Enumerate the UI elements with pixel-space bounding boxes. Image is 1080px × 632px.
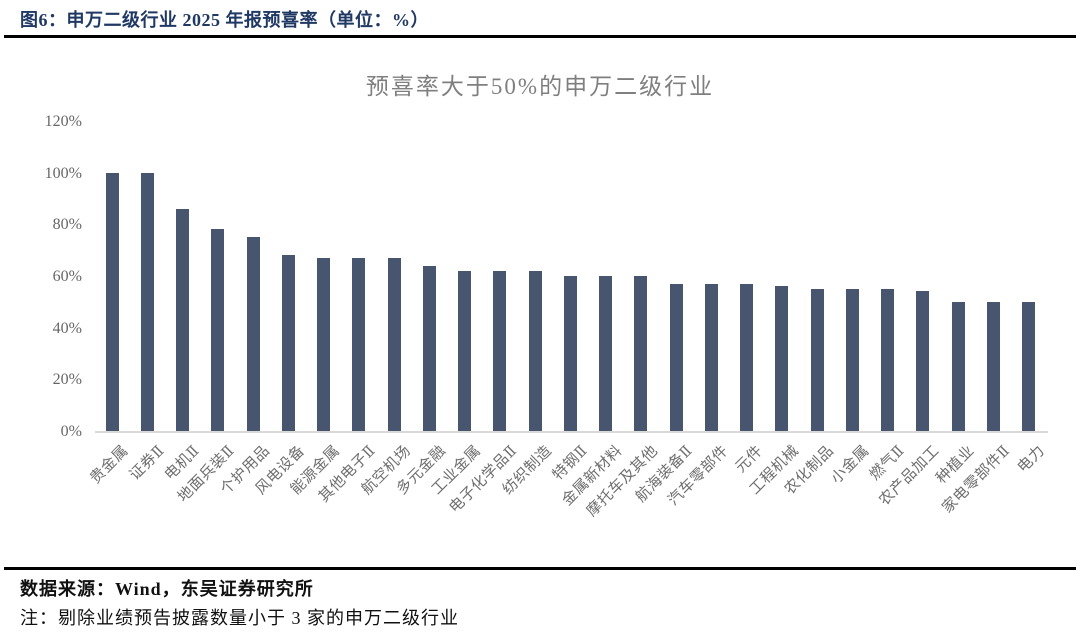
bar [105,172,119,431]
bar [246,237,260,431]
bar [563,275,577,431]
y-axis-tick-label: 40% [52,319,82,337]
y-axis-tick-label: 80% [52,216,82,234]
bar [634,275,648,431]
x-axis-category-label: 证券Ⅱ [126,442,168,484]
x-axis-line [95,431,1048,433]
y-axis-tick-label: 60% [52,267,82,285]
bar [1022,301,1035,431]
figure-title: 图6：申万二级行业 2025 年报预喜率（单位：%） [20,10,429,30]
bar [528,270,542,431]
bar [916,291,930,431]
bar [775,286,789,431]
bar [704,283,718,431]
data-source-note: 数据来源：Wind，东吴证券研究所 [20,579,314,599]
bar [599,275,612,431]
bar [211,229,225,431]
bar [317,257,330,431]
exclusion-note: 注：剔除业绩预告披露数量小于 3 家的申万二级行业 [20,608,459,628]
bar [881,288,894,431]
bar [281,255,295,431]
bar [845,288,859,431]
bar [951,301,965,431]
bar [422,265,436,431]
x-axis-category-label: 小金属 [828,442,873,488]
bottom-rule [4,567,1076,570]
bar [669,283,683,431]
x-axis-category-label: 贵金属 [87,442,133,488]
bar [352,257,366,431]
y-axis-tick-label: 20% [52,371,82,389]
y-axis-tick-label: 120% [44,112,82,130]
bar [810,288,824,431]
bar [493,270,507,431]
x-axis-category-label: 电力 [1015,442,1049,477]
bar [387,257,401,431]
bar [986,301,1000,431]
chart-title: 预喜率大于50%的申万二级行业 [365,74,715,99]
y-axis-tick-label: 0% [60,423,82,440]
top-rule [4,35,1076,38]
y-axis-tick-label: 100% [44,164,82,182]
bar [458,270,471,431]
bar [140,172,154,431]
bar [176,208,189,431]
bar [740,283,753,431]
